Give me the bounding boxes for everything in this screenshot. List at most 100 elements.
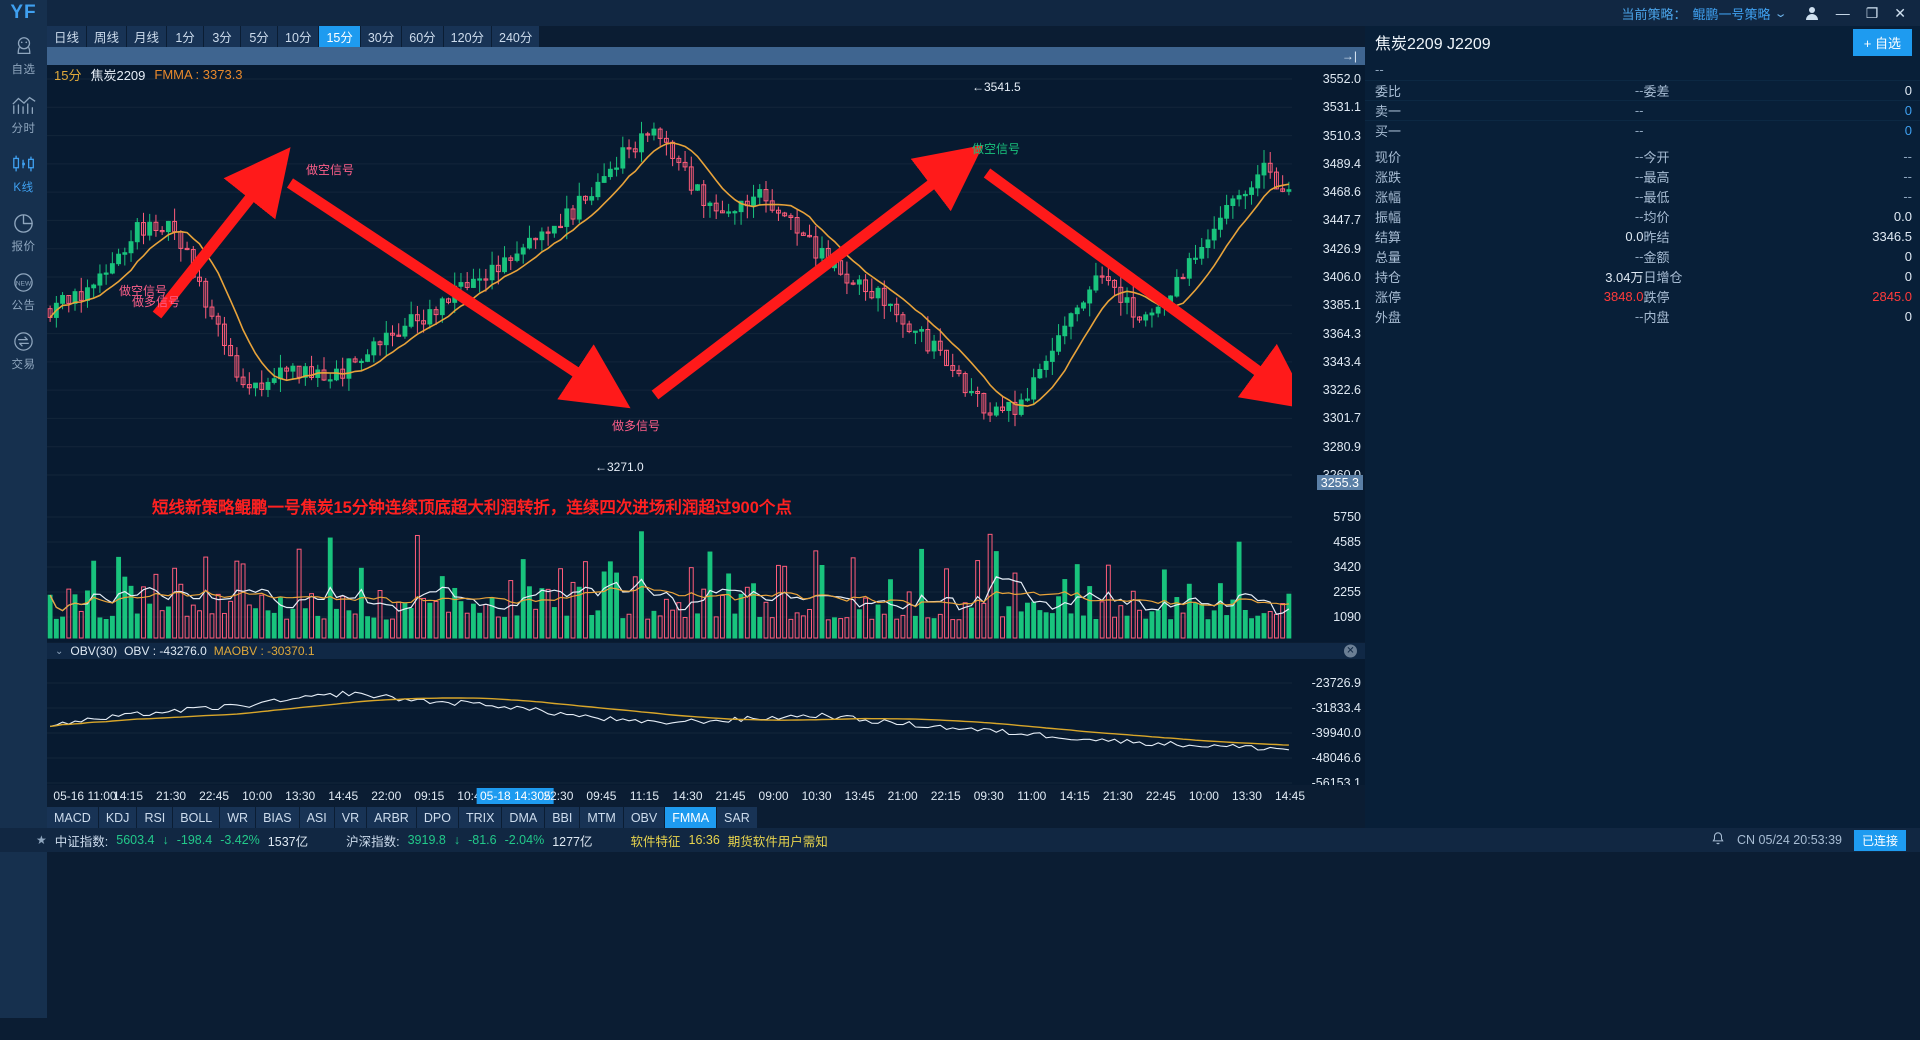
index2-value: 3919.8 — [407, 833, 446, 847]
time-tick-label: 10:00 — [1188, 789, 1219, 803]
uptrend-arrow-2 — [651, 145, 984, 400]
time-tick-label: 22:45 — [1145, 789, 1176, 803]
indicator-tab-trix[interactable]: TRIX — [458, 807, 503, 828]
period-tab-日线[interactable]: 日线 — [47, 26, 88, 47]
minimize-button[interactable]: — — [1835, 5, 1850, 21]
bell-icon[interactable] — [1711, 831, 1725, 849]
indicator-tab-vr[interactable]: VR — [334, 807, 368, 828]
restore-button[interactable]: ❐ — [1865, 5, 1879, 21]
period-tab-60分[interactable]: 60分 — [402, 26, 444, 47]
index2-pct: -2.04% — [504, 833, 545, 847]
stat-value2: 3346.5 — [1872, 228, 1912, 244]
indicator-tab-dma[interactable]: DMA — [502, 807, 546, 828]
stat-value: -- — [1634, 188, 1644, 204]
time-axis: 05-16 11:00 14:15 21:30 22:45 10:00 13:30 14:4… — [47, 785, 1365, 807]
period-tab-240分[interactable]: 240分 — [492, 26, 541, 47]
indicator-tab-bbi[interactable]: BBI — [545, 807, 581, 828]
quote-row: 买一 -- 0 — [1365, 120, 1920, 140]
chart-header-bar: →| — [47, 47, 1365, 65]
chevron-down-icon: ⌄ — [1774, 7, 1789, 20]
stat-value2: 0.0 — [1893, 208, 1912, 224]
time-tick-label: 05-16 11:00 — [53, 789, 117, 803]
quote-row: 卖一 -- 0 — [1365, 100, 1920, 120]
indicator-tab-sar[interactable]: SAR — [717, 807, 758, 828]
quote-stat-row: 结算 0.0 昨结 3346.5 — [1365, 226, 1920, 246]
period-tab-1分[interactable]: 1分 — [167, 26, 205, 47]
volume-chart-canvas[interactable] — [47, 490, 1292, 642]
period-tab-周线[interactable]: 周线 — [87, 26, 128, 47]
indicator-tab-dpo[interactable]: DPO — [416, 807, 459, 828]
quote-order-rows: 委比 -- 委差 0 卖一 -- 0 买一 -- 0 — [1365, 80, 1920, 140]
sidebar-item-jiaoyi[interactable]: 交易 — [0, 321, 47, 380]
price-tick-label: 3301.7 — [1322, 411, 1361, 426]
current-price-tag: 3255.3 — [1316, 475, 1363, 491]
sidebar-item-fenshi[interactable]: 分时 — [0, 85, 47, 144]
indicator-tab-boll[interactable]: BOLL — [173, 807, 221, 828]
volume-tick-label: 4585 — [1333, 535, 1361, 549]
timeline-chart-icon — [11, 93, 37, 117]
sidebar-item-zixuan[interactable]: 自选 — [0, 26, 47, 85]
indicator-tab-wr[interactable]: WR — [220, 807, 257, 828]
index1-name: 中证指数: — [54, 834, 109, 849]
signal-label-short-3: 做空信号 — [972, 142, 1021, 156]
indicator-tab-bar: MACD KDJ RSI BOLL WR BIAS ASI VR ARBR DPO TRIX DMA B… — [47, 807, 1365, 828]
price-tick-label: 3322.6 — [1322, 383, 1361, 398]
sidebar-label-zixuan: 自选 — [11, 64, 36, 76]
price-chart-canvas[interactable]: 做空信号 做多信号 做空信号 做多信号 做空信号 ←3541.5 ←3271.0 — [47, 65, 1292, 490]
quote-stat-row: 现价 -- 今开 -- — [1365, 146, 1920, 166]
obv-tick-label: -31833.4 — [1311, 701, 1361, 715]
red-annotation-text: 短线新策略鲲鹏一号焦炭15分钟连续顶底超大利润转折，连续四次进场利润超过900个… — [152, 499, 792, 517]
user-icon[interactable] — [1804, 5, 1820, 21]
period-tab-10分[interactable]: 10分 — [278, 26, 320, 47]
quote-subline: -- — [1375, 61, 1384, 77]
stat-value2: 2845.0 — [1872, 288, 1912, 304]
period-tab-5分[interactable]: 5分 — [241, 26, 279, 47]
collapse-right-icon[interactable]: →| — [1341, 49, 1357, 63]
period-tab-月线[interactable]: 月线 — [127, 26, 168, 47]
chart-indicator-label: FMMA : 3373.3 — [154, 66, 243, 82]
clock-label: CN 05/24 20:53:39 — [1737, 833, 1842, 847]
close-button[interactable]: ✕ — [1894, 5, 1906, 21]
period-tab-30分[interactable]: 30分 — [360, 26, 403, 47]
quote-stat-row: 持仓 3.04万 日增仓 0 — [1365, 266, 1920, 286]
indicator-tab-mtm[interactable]: MTM — [580, 807, 624, 828]
sidebar-item-kline[interactable]: K线 — [0, 144, 47, 203]
time-tick-label: 14:15 — [113, 789, 144, 803]
volume-tick-label: 1090 — [1333, 610, 1361, 624]
quote-value2: 0 — [1904, 83, 1912, 98]
period-tab-3分[interactable]: 3分 — [204, 26, 242, 47]
sidebar-item-baojia[interactable]: 报价 — [0, 203, 47, 262]
stat-key: 涨跌 — [1375, 169, 1402, 185]
chart-period-label: 15分 — [54, 67, 82, 83]
indicator-tab-obv[interactable]: OBV — [623, 807, 666, 828]
stat-key2: 最高 — [1643, 169, 1670, 185]
indicator-tab-arbr[interactable]: ARBR — [367, 807, 417, 828]
indicator-tab-rsi[interactable]: RSI — [137, 807, 174, 828]
indicator-tab-bias[interactable]: BIAS — [256, 807, 300, 828]
indicator-tab-macd[interactable]: MACD — [47, 807, 99, 828]
stat-value2: -- — [1903, 168, 1912, 184]
add-to-watchlist-button[interactable]: + 自选 — [1852, 28, 1912, 56]
time-tick-label: 09:15 — [414, 789, 445, 803]
chevron-down-icon[interactable]: ⌄ — [55, 645, 64, 657]
period-tab-15分[interactable]: 15分 — [319, 26, 361, 47]
obv-chart-canvas[interactable] — [47, 659, 1292, 785]
exchange-arrows-icon — [12, 329, 35, 353]
new-badge-icon: NEW — [12, 270, 35, 294]
notice-text[interactable]: 期货软件用户需知 — [727, 834, 828, 849]
star-outline-icon — [13, 34, 35, 58]
signal-label-short-1: 做空信号 — [119, 284, 168, 298]
period-tab-120分[interactable]: 120分 — [443, 26, 493, 47]
close-circle-icon[interactable]: ✕ — [1344, 644, 1357, 658]
app-logo: YF — [10, 2, 37, 23]
time-tick-label: 14:45 — [328, 789, 359, 803]
time-tick-label: 14:30 — [672, 789, 703, 803]
quote-value2: 0 — [1904, 103, 1912, 118]
indicator-tab-fmma[interactable]: FMMA — [665, 807, 718, 828]
indicator-tab-asi[interactable]: ASI — [299, 807, 335, 828]
sidebar-item-gonggao[interactable]: NEW 公告 — [0, 262, 47, 321]
price-tick-label: 3280.9 — [1322, 439, 1361, 454]
price-tick-label: 3406.0 — [1322, 270, 1361, 284]
indicator-tab-kdj[interactable]: KDJ — [98, 807, 138, 828]
strategy-selector[interactable]: 当前策略： 鲲鹏一号策略 ⌄ — [1621, 4, 1789, 23]
